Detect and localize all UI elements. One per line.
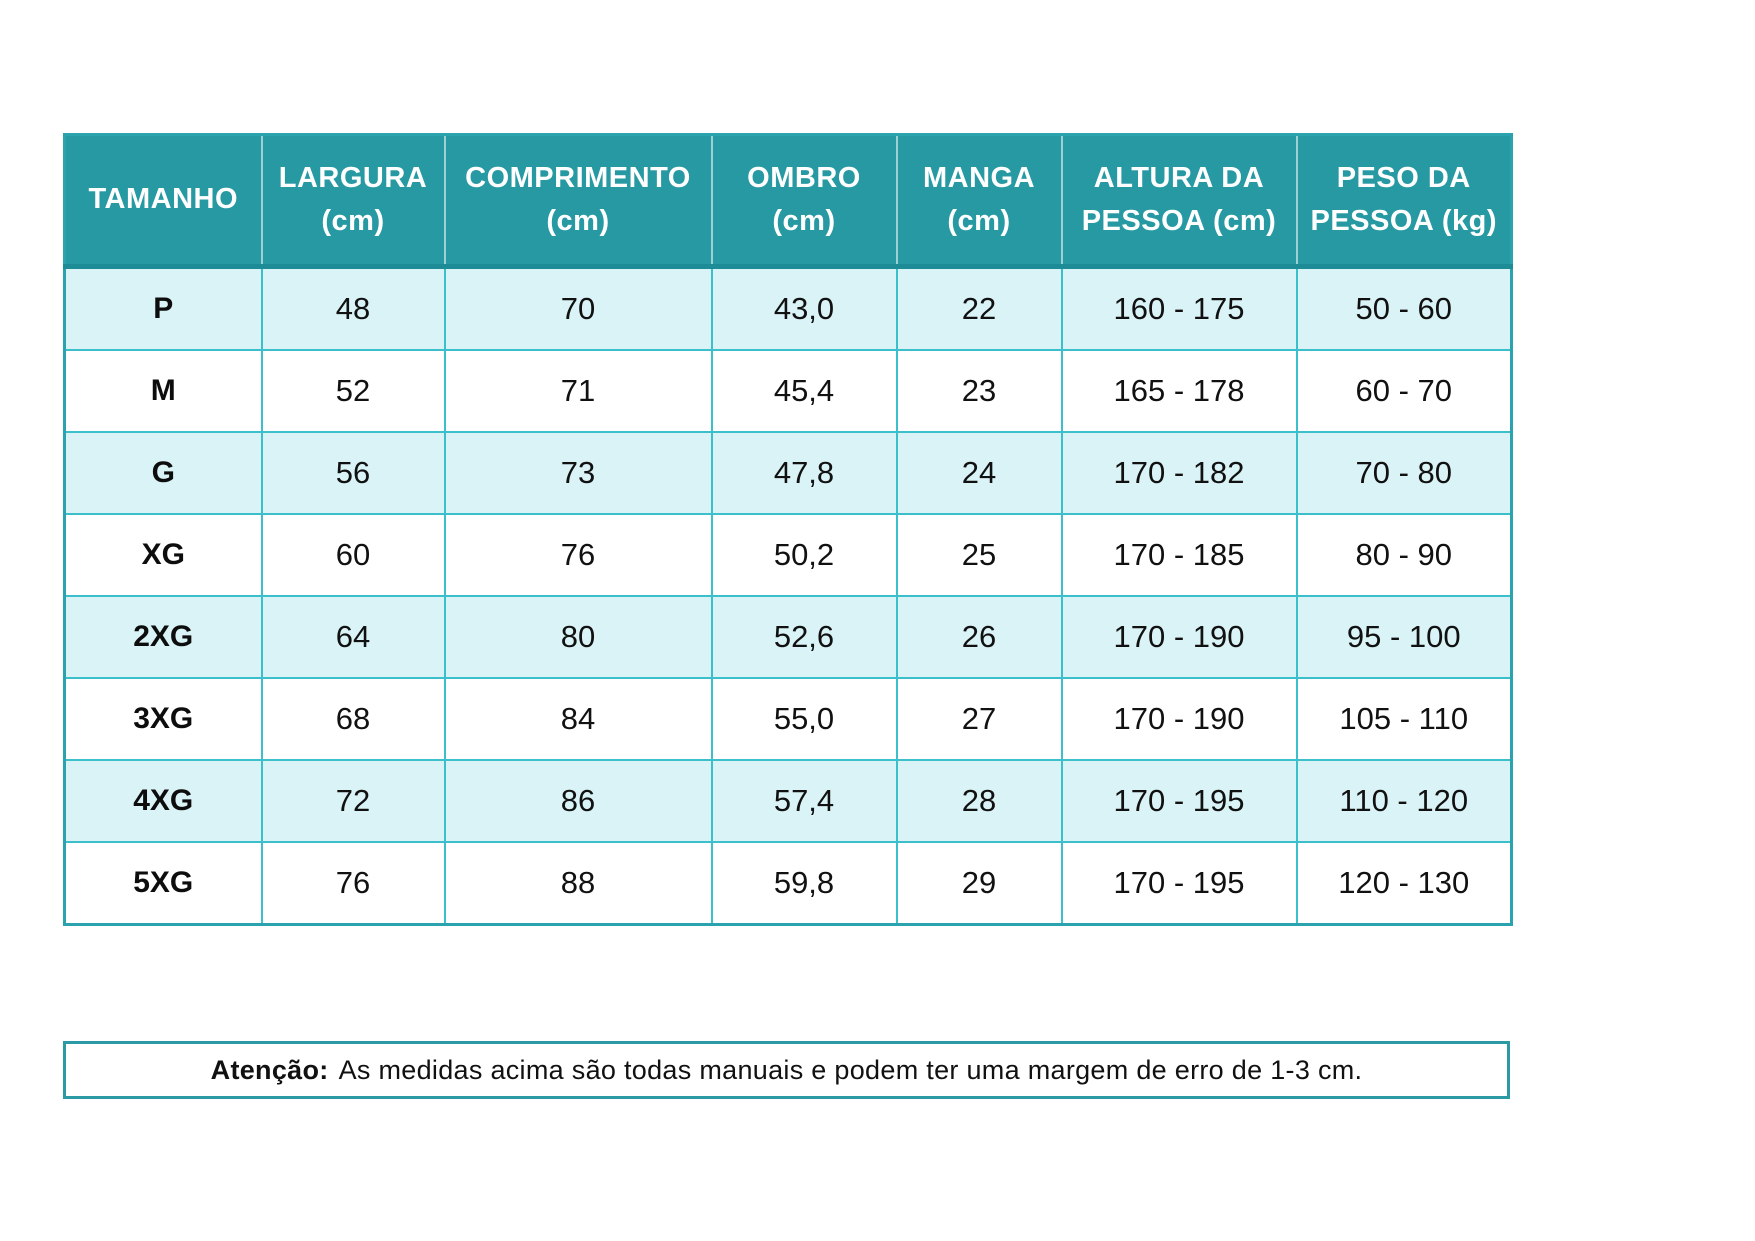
cell-ombro: 50,2 [710,513,898,597]
cell-comprimento: 88 [443,841,713,926]
cell-altura: 170 - 195 [1060,841,1298,926]
column-header-comprimento: COMPRIMENTO (cm) [443,133,713,269]
cell-largura: 56 [260,431,446,515]
cell-ombro: 45,4 [710,349,898,433]
cell-size: G [63,431,263,515]
table-row: M 52 71 45,4 23 165 - 178 60 - 70 [63,349,1513,433]
attention-note-label: Atenção: [210,1054,329,1085]
cell-largura: 60 [260,513,446,597]
column-header-label: PESO DA PESSOA (kg) [1310,161,1497,238]
cell-size: XG [63,513,263,597]
cell-size: P [63,265,263,351]
cell-altura: 160 - 175 [1060,265,1298,351]
cell-comprimento: 84 [443,677,713,761]
cell-manga: 25 [895,513,1063,597]
column-header-label: ALTURA DA PESSOA (cm) [1081,161,1277,238]
cell-peso: 80 - 90 [1295,513,1513,597]
table-row: 4XG 72 86 57,4 28 170 - 195 110 - 120 [63,759,1513,843]
cell-ombro: 57,4 [710,759,898,843]
cell-largura: 52 [260,349,446,433]
column-header-label: COMPRIMENTO (cm) [465,161,691,238]
cell-comprimento: 80 [443,595,713,679]
cell-comprimento: 73 [443,431,713,515]
cell-comprimento: 71 [443,349,713,433]
cell-peso: 50 - 60 [1295,265,1513,351]
cell-manga: 29 [895,841,1063,926]
table-row: XG 60 76 50,2 25 170 - 185 80 - 90 [63,513,1513,597]
cell-ombro: 43,0 [710,265,898,351]
table-row: P 48 70 43,0 22 160 - 175 50 - 60 [63,265,1513,351]
cell-ombro: 52,6 [710,595,898,679]
cell-size: M [63,349,263,433]
cell-altura: 170 - 185 [1060,513,1298,597]
cell-manga: 26 [895,595,1063,679]
table-row: G 56 73 47,8 24 170 - 182 70 - 80 [63,431,1513,515]
cell-ombro: 55,0 [710,677,898,761]
cell-largura: 64 [260,595,446,679]
cell-comprimento: 86 [443,759,713,843]
column-header-label: TAMANHO [88,183,239,216]
column-header-ombro: OMBRO (cm) [710,133,898,269]
cell-peso: 70 - 80 [1295,431,1513,515]
cell-manga: 27 [895,677,1063,761]
size-table-container: TAMANHO LARGURA (cm) COMPRIMENTO (cm) OM… [63,133,1513,926]
column-header-peso: PESO DA PESSOA (kg) [1295,133,1513,269]
cell-largura: 68 [260,677,446,761]
cell-manga: 24 [895,431,1063,515]
size-table-body: P 48 70 43,0 22 160 - 175 50 - 60 M 52 7… [63,265,1513,926]
cell-peso: 95 - 100 [1295,595,1513,679]
column-header-label: LARGURA (cm) [278,161,428,238]
cell-altura: 165 - 178 [1060,349,1298,433]
cell-largura: 48 [260,265,446,351]
cell-altura: 170 - 195 [1060,759,1298,843]
table-row: 5XG 76 88 59,8 29 170 - 195 120 - 130 [63,841,1513,926]
cell-size: 3XG [63,677,263,761]
attention-note-text: As medidas acima são todas manuais e pod… [338,1054,1363,1085]
cell-ombro: 47,8 [710,431,898,515]
cell-altura: 170 - 190 [1060,595,1298,679]
cell-peso: 120 - 130 [1295,841,1513,926]
size-table: TAMANHO LARGURA (cm) COMPRIMENTO (cm) OM… [63,133,1513,926]
cell-size: 5XG [63,841,263,926]
column-header-tamanho: TAMANHO [63,133,263,269]
cell-manga: 28 [895,759,1063,843]
column-header-label: MANGA (cm) [922,161,1036,238]
cell-comprimento: 76 [443,513,713,597]
cell-altura: 170 - 182 [1060,431,1298,515]
column-header-largura: LARGURA (cm) [260,133,446,269]
cell-peso: 110 - 120 [1295,759,1513,843]
cell-size: 4XG [63,759,263,843]
cell-comprimento: 70 [443,265,713,351]
table-row: 2XG 64 80 52,6 26 170 - 190 95 - 100 [63,595,1513,679]
column-header-label: OMBRO (cm) [747,161,861,238]
cell-largura: 76 [260,841,446,926]
cell-peso: 60 - 70 [1295,349,1513,433]
header-row: TAMANHO LARGURA (cm) COMPRIMENTO (cm) OM… [63,133,1513,269]
column-header-altura: ALTURA DA PESSOA (cm) [1060,133,1298,269]
column-header-manga: MANGA (cm) [895,133,1063,269]
cell-manga: 22 [895,265,1063,351]
cell-ombro: 59,8 [710,841,898,926]
attention-note: Atenção: As medidas acima são todas manu… [63,1041,1510,1099]
cell-peso: 105 - 110 [1295,677,1513,761]
size-table-header: TAMANHO LARGURA (cm) COMPRIMENTO (cm) OM… [63,133,1513,269]
cell-altura: 170 - 190 [1060,677,1298,761]
cell-largura: 72 [260,759,446,843]
table-row: 3XG 68 84 55,0 27 170 - 190 105 - 110 [63,677,1513,761]
cell-manga: 23 [895,349,1063,433]
cell-size: 2XG [63,595,263,679]
